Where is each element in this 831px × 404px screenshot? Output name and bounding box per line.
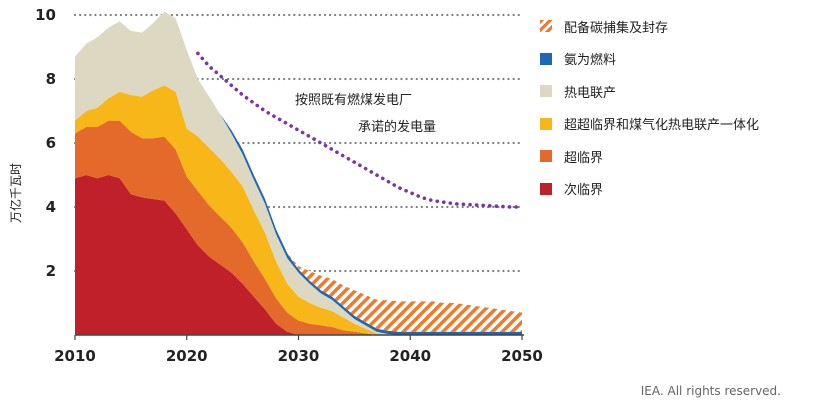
legend-swatch-chp xyxy=(540,85,552,98)
x-tick-label-2040: 2040 xyxy=(389,347,431,365)
area-series-5 xyxy=(75,11,522,332)
legend-item-ammonia: 氨为燃料 xyxy=(540,43,759,76)
y-axis-label: 万亿千瓦时 xyxy=(8,163,23,223)
legend-swatch-ammonia xyxy=(540,52,552,65)
legend-label-usc-igcc: 超超临界和煤气化热电联产一体化 xyxy=(564,118,760,134)
area-series-2 xyxy=(75,85,522,336)
legend-label-subcritical: 次临界 xyxy=(564,183,604,199)
legend-swatch-subcritical xyxy=(540,182,552,195)
y-tick-label-4: 4 xyxy=(46,198,56,216)
legend-label-ccs: 配备碳捕集及封存 xyxy=(564,20,669,36)
annotation-line-1: 按照既有燃煤发电厂 xyxy=(295,92,412,108)
legend-item-supercritical: 超临界 xyxy=(540,140,759,173)
area-series-1 xyxy=(75,120,522,335)
x-tick-label-2010: 2010 xyxy=(54,347,96,365)
legend-item-ccs: 配备碳捕集及封存 xyxy=(540,10,759,43)
legend-label-ammonia: 氨为燃料 xyxy=(564,53,617,69)
x-tick-label-2050: 2050 xyxy=(501,347,543,365)
x-tick-label-2030: 2030 xyxy=(278,347,320,365)
area-series-0 xyxy=(75,175,522,335)
legend-swatch-usc-igcc xyxy=(540,117,552,130)
y-tick-label-2: 2 xyxy=(46,262,56,280)
chart-legend: 配备碳捕集及封存 氨为燃料 热电联产 超超临界和煤气化热电联产一体化 超临界 次… xyxy=(540,10,759,205)
commitment-dotted-line xyxy=(196,51,524,209)
y-tick-label-6: 6 xyxy=(46,134,56,152)
legend-swatch-supercritical xyxy=(540,150,552,163)
y-tick-label-8: 8 xyxy=(46,70,56,88)
y-tick-label-10: 10 xyxy=(35,6,56,24)
annotation-line-2: 承诺的发电量 xyxy=(358,119,436,135)
legend-item-chp: 热电联产 xyxy=(540,75,759,108)
legend-item-subcritical: 次临界 xyxy=(540,173,759,206)
x-tick-label-2020: 2020 xyxy=(166,347,208,365)
legend-item-usc-igcc: 超超临界和煤气化热电联产一体化 xyxy=(540,108,759,141)
legend-swatch-ccs xyxy=(540,20,552,33)
source-credit: IEA. All rights reserved. xyxy=(640,384,781,398)
area-series-3 xyxy=(75,11,522,336)
legend-label-chp: 热电联产 xyxy=(564,85,617,101)
area-series-4 xyxy=(75,11,522,336)
legend-label-supercritical: 超临界 xyxy=(564,150,604,166)
